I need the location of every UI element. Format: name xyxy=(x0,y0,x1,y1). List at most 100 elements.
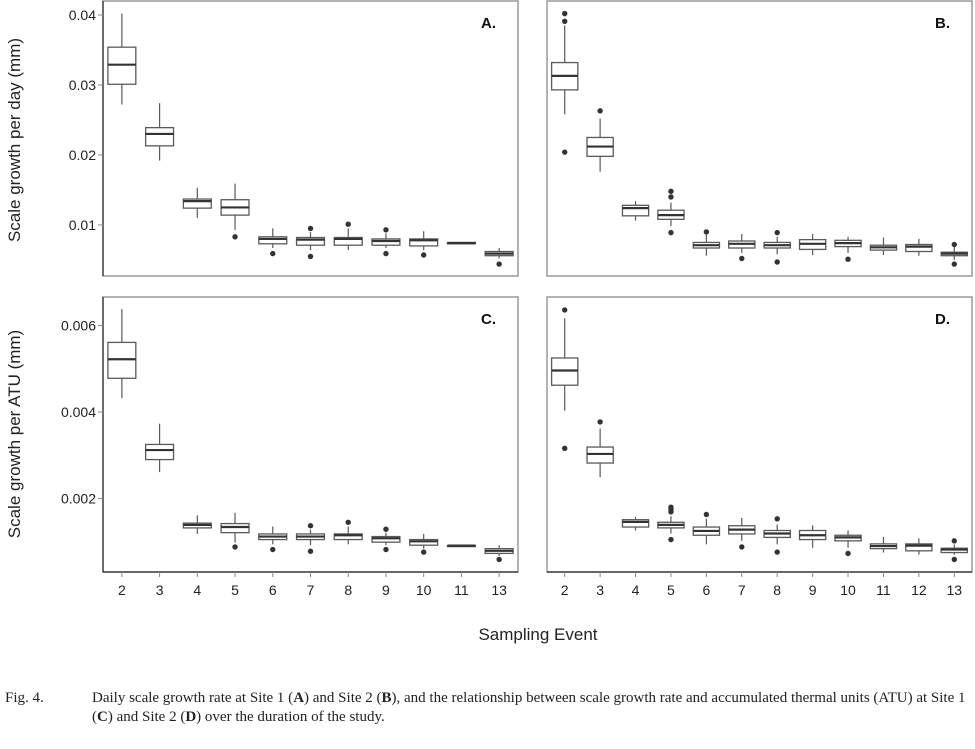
box-event-3 xyxy=(144,423,175,473)
caption-panel-ref: C xyxy=(97,709,108,725)
iqr-box xyxy=(182,198,212,209)
outlier-point xyxy=(496,261,502,267)
x-tick-label: 13 xyxy=(947,582,963,598)
figure-4-boxplots: Scale growth per day (mm) Scale growth p… xyxy=(5,0,973,644)
outlier-point xyxy=(562,149,568,155)
outlier-point xyxy=(383,250,389,257)
panel-label: B. xyxy=(935,15,950,32)
outlier-point xyxy=(739,255,745,262)
box-event-5 xyxy=(657,504,685,543)
outlier-point xyxy=(420,549,427,555)
caption-panel-ref: B xyxy=(381,690,392,706)
outlier-point xyxy=(668,229,674,236)
box-event-3 xyxy=(586,108,614,172)
x-tick-label: 5 xyxy=(667,582,675,598)
x-tick-label: 12 xyxy=(911,582,927,598)
box-event-4 xyxy=(621,517,650,531)
box-event-7 xyxy=(728,517,756,550)
iqr-box xyxy=(295,236,326,246)
outlier-point xyxy=(951,556,957,563)
box-event-11 xyxy=(869,536,898,553)
box-event-4 xyxy=(182,515,212,534)
y-axis-title-per-day: Scale growth per day (mm) xyxy=(5,38,24,242)
box-event-12 xyxy=(905,538,933,555)
outlier-point xyxy=(496,556,502,563)
box-event-11 xyxy=(869,237,898,256)
outlier-point xyxy=(420,252,427,258)
x-tick-label: 8 xyxy=(773,582,781,598)
box-event-7 xyxy=(295,225,326,260)
caption-text: Daily scale growth rate at Site 1 (A ) an… xyxy=(92,689,972,727)
outlier-point xyxy=(345,519,351,525)
box-event-13 xyxy=(484,545,514,563)
y-tick-label: 0.02 xyxy=(69,147,96,163)
box-event-8 xyxy=(333,221,363,251)
box-event-10 xyxy=(834,530,862,557)
x-tick-label: 9 xyxy=(809,582,817,598)
box-event-5 xyxy=(657,188,685,236)
box-event-12 xyxy=(905,238,933,256)
panel-label: C. xyxy=(481,311,496,328)
iqr-box xyxy=(258,236,288,245)
iqr-box xyxy=(333,533,363,541)
panel-a: A. 0.01 0.02 0.03 0.04 xyxy=(69,0,519,277)
iqr-box xyxy=(621,204,650,217)
caption-panel-ref: A xyxy=(293,690,305,706)
caption-segment: Daily scale growth rate at Site 1 ( xyxy=(92,690,294,706)
box-event-13 xyxy=(484,248,514,267)
outlier-point xyxy=(774,516,780,522)
outlier-point xyxy=(270,546,276,553)
x-tick-label: 11 xyxy=(454,582,469,598)
outlier-point xyxy=(307,225,314,232)
iqr-box xyxy=(621,519,650,528)
box-event-10 xyxy=(834,236,862,262)
plot-frame xyxy=(546,0,973,277)
box-event-4 xyxy=(182,187,212,218)
x-tick-label: 10 xyxy=(416,582,432,598)
x-tick-label: 6 xyxy=(269,582,277,598)
panel-label: D. xyxy=(935,311,950,328)
y-tick-label: 0.004 xyxy=(61,404,96,420)
outlier-point xyxy=(383,526,389,532)
caption-panel-ref: D xyxy=(185,709,197,725)
y-tick-label: 0.01 xyxy=(69,217,96,233)
box-event-6 xyxy=(258,228,288,257)
outlier-point xyxy=(845,550,851,557)
outlier-point xyxy=(951,241,957,248)
plot-frame xyxy=(546,296,973,573)
box-event-8 xyxy=(333,519,363,545)
outlier-point xyxy=(232,544,238,550)
box-event-6 xyxy=(692,229,721,256)
outlier-point xyxy=(307,253,314,260)
outlier-point xyxy=(668,536,674,543)
box-event-7 xyxy=(728,234,756,262)
iqr-box xyxy=(905,243,933,253)
caption-segment: ) over the duration of the study. xyxy=(196,709,385,725)
box-event-6 xyxy=(692,511,721,545)
y-axis-title-per-atu: Scale growth per ATU (mm) xyxy=(5,330,24,538)
outlier-point xyxy=(774,259,780,265)
outlier-point xyxy=(668,188,674,195)
box-event-11 xyxy=(446,241,477,245)
x-tick-label: 5 xyxy=(231,582,239,598)
outlier-point xyxy=(562,10,568,17)
box-event-9 xyxy=(371,227,401,257)
box-event-2 xyxy=(107,13,137,105)
caption-segment: ) and Site 2 ( xyxy=(107,709,186,725)
outlier-point xyxy=(951,261,957,267)
outlier-point xyxy=(951,538,957,544)
outlier-point xyxy=(307,523,314,529)
caption-label: Fig. 4. xyxy=(5,690,44,706)
outlier-point xyxy=(668,194,674,200)
x-tick-label: 4 xyxy=(193,582,201,598)
outlier-point xyxy=(597,108,603,114)
x-tick-label: 2 xyxy=(561,582,569,598)
box-event-9 xyxy=(371,526,401,553)
box-event-8 xyxy=(763,229,791,265)
outlier-point xyxy=(703,229,710,235)
x-tick-label: 3 xyxy=(156,582,164,598)
y-tick-label: 0.04 xyxy=(69,7,96,23)
x-tick-label: 13 xyxy=(491,582,507,598)
outlier-point xyxy=(739,544,745,550)
y-tick-label: 0.006 xyxy=(61,318,96,334)
